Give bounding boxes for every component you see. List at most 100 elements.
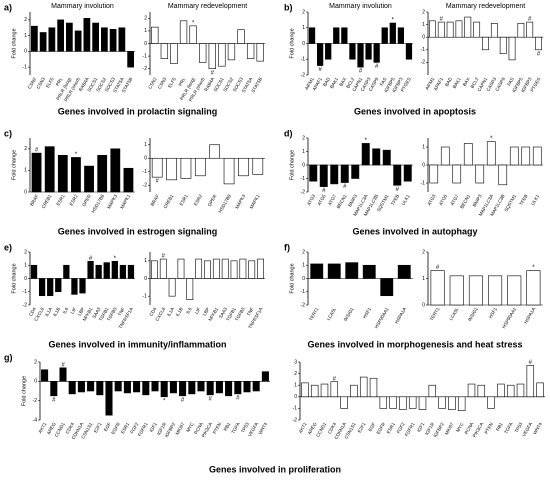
significance-marker: #: [52, 397, 56, 403]
x-tick-label: CXCL8: [33, 306, 45, 322]
x-tick-label: EGF: [103, 421, 112, 432]
x-tick-label: AKT1: [37, 421, 47, 434]
y-tick-label: 0: [34, 379, 37, 385]
x-tick-label: PCNA: [193, 421, 204, 435]
x-tick-label: AKT1: [298, 421, 308, 434]
bar: [252, 381, 260, 392]
bar: [257, 258, 264, 279]
panel-caption: Genes involved in apoptosis: [354, 106, 476, 116]
bar: [123, 167, 134, 193]
x-tick-label: FGFR1: [404, 421, 416, 437]
bar: [105, 381, 113, 416]
x-tick-label: AREG: [307, 421, 318, 435]
x-tick-label: APAF1: [312, 76, 324, 91]
x-tick-label: FGFR1: [137, 421, 149, 437]
x-tick-label: BAD: [322, 76, 331, 87]
bar: [437, 21, 445, 38]
x-tick-label: E2F1: [93, 421, 103, 433]
bar: [230, 260, 238, 279]
bar: [38, 278, 46, 297]
y-tick-label: 0: [24, 276, 27, 282]
y-tick-label: 0: [422, 162, 425, 168]
bar: [351, 164, 360, 179]
x-tick-label: MAPK1: [119, 193, 131, 209]
y-tick-label: 0: [302, 162, 305, 168]
bar: [320, 383, 329, 398]
x-tick-label: CSN3: [36, 76, 47, 89]
bar: [188, 381, 196, 395]
x-tick-label: BAK1: [329, 76, 339, 89]
x-tick-label: HSF1: [488, 306, 498, 319]
chart-title: Mammary redevelopment: [446, 3, 525, 10]
x-tick-label: SAA3: [218, 306, 228, 319]
y-tick-label: 2: [144, 16, 147, 22]
bar: [457, 396, 466, 412]
bar: [127, 264, 135, 279]
y-tick-label: 1: [422, 144, 425, 150]
x-tick-label: TP53: [514, 421, 524, 433]
bar: [429, 164, 439, 184]
y-tick-label: 1: [294, 383, 297, 389]
panel-caption: Genes involved in morphogenesis and heat…: [307, 339, 522, 349]
bar: [521, 146, 531, 166]
x-tick-label: BRAF: [29, 193, 40, 206]
bar: [361, 143, 370, 166]
x-tick-label: IL6: [62, 306, 70, 314]
bar: [238, 157, 249, 177]
bar: [526, 21, 534, 38]
y-tick-label: 2: [24, 146, 27, 152]
x-tick-label: MYC: [455, 421, 465, 433]
bar: [209, 144, 221, 159]
panel-label: c): [4, 128, 12, 138]
chart-title: Mammary involution: [51, 3, 114, 10]
bar: [340, 396, 348, 409]
bar: [50, 381, 58, 397]
y-tick-label: 0: [24, 49, 27, 55]
x-tick-label: HSD17B8: [91, 193, 106, 214]
y-axis-label: Fold change: [11, 28, 17, 58]
significance-marker: #: [236, 395, 240, 401]
bar: [373, 43, 380, 63]
x-tick-label: BNIP3: [347, 193, 358, 207]
x-tick-label: IL1B: [175, 307, 184, 318]
bar: [463, 143, 473, 166]
bar: [526, 365, 535, 398]
x-tick-label: FAS: [506, 77, 515, 87]
x-tick-label: FAS: [379, 77, 388, 87]
x-tick-label: LBP: [77, 307, 86, 317]
bar: [31, 25, 38, 52]
bar: [464, 16, 472, 38]
significance-marker: #: [322, 188, 326, 194]
bar: [234, 381, 242, 395]
bar: [327, 263, 341, 279]
y-tick-label: 1: [24, 263, 27, 269]
significance-marker: #: [318, 67, 322, 73]
bar: [252, 157, 264, 175]
bar: [448, 396, 456, 410]
bar: [206, 381, 214, 396]
bar: [41, 369, 49, 382]
x-tick-label: CD4: [148, 306, 157, 317]
y-tick-label: 1: [302, 149, 305, 155]
x-tick-label: HSPA1A: [523, 306, 537, 325]
y-tick-label: -2: [301, 302, 306, 308]
chart-title: Mammary involution: [329, 3, 392, 10]
bar: [151, 381, 159, 392]
bar: [111, 260, 118, 279]
x-tick-label: ESR1: [179, 193, 190, 206]
x-tick-label: LCA5L: [326, 306, 338, 321]
x-tick-label: MKI67: [444, 421, 455, 435]
x-tick-label: TFEB: [518, 194, 528, 207]
x-tick-label: VEGFA: [247, 421, 259, 438]
x-tick-label: BCL2: [345, 76, 355, 89]
bar: [389, 22, 396, 44]
bar: [110, 148, 121, 193]
x-tick-label: PRL: [178, 76, 187, 87]
significance-marker: *: [75, 152, 78, 158]
x-tick-label: ATG5: [438, 193, 448, 206]
bar: [532, 146, 542, 166]
x-tick-label: BAD: [444, 76, 453, 87]
x-tick-label: TGFB1: [225, 306, 237, 322]
bar: [310, 263, 324, 279]
x-tick-label: IL6: [185, 306, 193, 314]
